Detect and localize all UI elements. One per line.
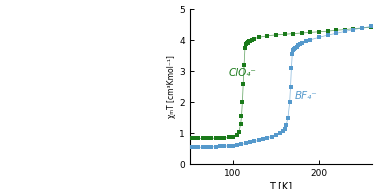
Point [303,40,309,43]
Point [200,137,206,140]
Point [294,45,300,48]
Point [217,137,223,140]
Point [367,26,373,29]
Point [243,142,249,145]
Point [324,34,331,37]
Point [299,42,305,45]
Point [324,30,331,33]
Point [288,67,294,70]
Point [200,146,206,149]
Point [307,31,313,34]
Point [208,145,214,148]
Point [256,36,262,39]
Point [252,37,258,40]
Point [342,30,348,33]
Point [217,145,223,148]
Point [213,137,219,140]
Point [285,116,291,119]
Point [280,129,286,132]
Point [283,123,289,126]
Point [252,140,258,143]
Point [316,30,322,33]
Point [187,146,193,149]
Point [234,133,240,136]
Point [307,38,313,41]
Point [316,36,322,39]
Point [196,137,202,140]
Point [290,49,296,52]
Point [288,85,294,88]
Point [244,41,250,44]
Point [204,146,210,149]
Point [297,43,303,46]
Point [333,29,339,32]
Point [238,115,244,118]
Point [268,135,274,138]
Point [230,144,236,147]
Point [191,146,197,149]
Point [359,26,365,29]
Point [264,34,270,37]
Point [273,33,279,36]
Point [230,136,236,139]
Point [367,25,373,28]
Point [236,130,242,133]
Point [242,47,248,50]
Point [234,143,240,146]
Y-axis label: χₘT [cm³Kmol⁻¹]: χₘT [cm³Kmol⁻¹] [167,56,176,118]
Point [241,64,247,67]
Point [359,26,365,29]
Point [247,39,253,42]
Point [291,48,297,51]
Point [350,28,356,31]
Point [204,137,210,140]
Text: BF₄⁻: BF₄⁻ [295,91,318,101]
Point [290,32,296,35]
Point [191,137,197,140]
Point [289,53,295,56]
Point [208,137,214,140]
X-axis label: T [K]: T [K] [270,181,293,189]
Point [277,132,283,135]
Point [264,136,270,139]
Point [260,138,266,141]
Point [246,40,252,43]
Point [342,28,348,31]
Point [249,38,255,41]
Point [213,145,219,148]
Point [243,43,249,46]
Point [350,27,356,30]
Point [292,47,298,50]
Point [282,127,288,130]
Point [238,143,244,146]
Point [282,33,288,36]
Point [221,145,227,148]
Point [238,123,244,126]
Point [226,136,232,139]
Point [287,101,293,104]
Point [196,146,202,149]
Point [187,137,193,140]
Point [273,133,279,136]
Point [244,42,250,45]
Text: ClO₄⁻: ClO₄⁻ [229,68,256,78]
Point [256,139,262,142]
Point [240,82,246,85]
Point [247,141,253,144]
Point [295,44,301,47]
Point [221,137,227,140]
Point [226,144,232,147]
Point [299,32,305,35]
Point [333,32,339,35]
Point [246,40,252,43]
Point [240,101,246,104]
